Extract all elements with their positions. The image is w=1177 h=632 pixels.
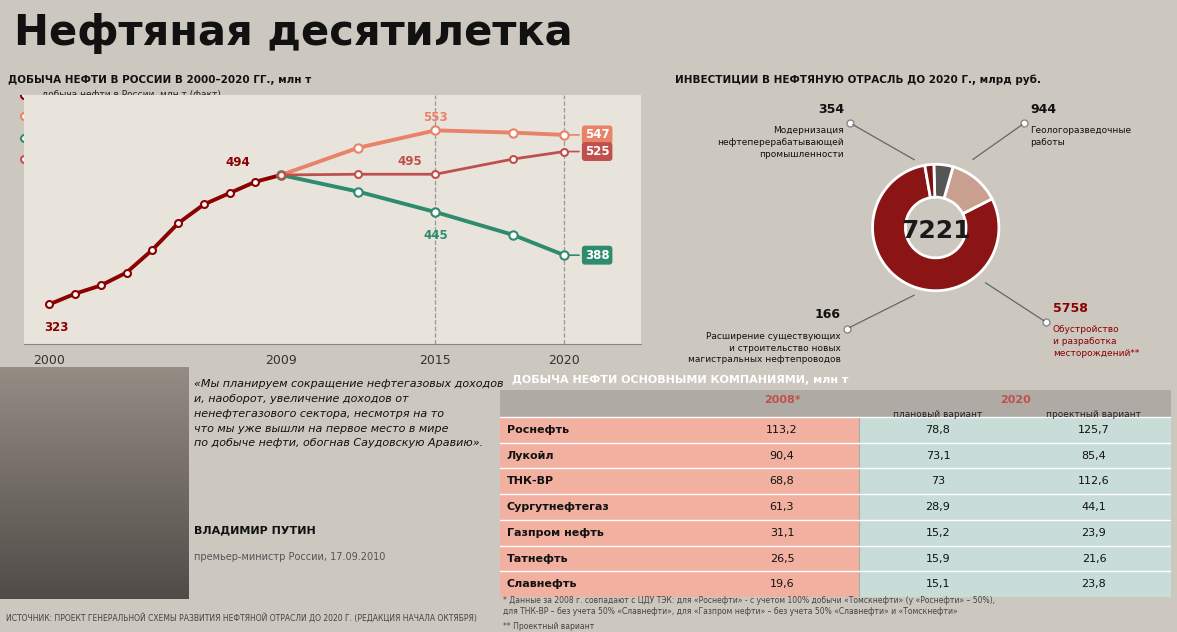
- Text: Славнефть: Славнефть: [507, 580, 578, 590]
- Text: Роснефть: Роснефть: [507, 425, 568, 435]
- Text: 73,1: 73,1: [925, 451, 950, 461]
- Text: 90,4: 90,4: [770, 451, 794, 461]
- Text: премьер-министр России, 17.09.2010: премьер-министр России, 17.09.2010: [194, 552, 386, 562]
- Text: 31,1: 31,1: [770, 528, 794, 538]
- Text: 494: 494: [225, 156, 251, 169]
- Text: 15,1: 15,1: [926, 580, 950, 590]
- Text: Геологоразведочные
работы: Геологоразведочные работы: [1031, 126, 1131, 147]
- Text: 19,6: 19,6: [770, 580, 794, 590]
- Text: ТНК-ВР: ТНК-ВР: [507, 477, 554, 486]
- Text: 445: 445: [423, 229, 448, 241]
- Text: прогноз по добыче (проектный вариант): прогноз по добыче (проектный вариант): [42, 112, 238, 121]
- Text: ДОБЫЧА НЕФТИ В РОССИИ В 2000–2020 ГГ., млн т: ДОБЫЧА НЕФТИ В РОССИИ В 2000–2020 ГГ., м…: [8, 75, 311, 85]
- Text: прогноз по добыче (плановый вариант): прогноз по добыче (плановый вариант): [42, 133, 232, 142]
- Bar: [500, 417, 859, 442]
- Text: 68,8: 68,8: [770, 477, 794, 486]
- Text: 61,3: 61,3: [770, 502, 794, 512]
- Bar: [500, 571, 859, 597]
- Bar: [500, 545, 859, 571]
- Text: ИСТОЧНИК: ПРОЕКТ ГЕНЕРАЛЬНОЙ СХЕМЫ РАЗВИТИЯ НЕФТЯНОЙ ОТРАСЛИ ДО 2020 Г. (РЕДАКЦИ: ИСТОЧНИК: ПРОЕКТ ГЕНЕРАЛЬНОЙ СХЕМЫ РАЗВИ…: [6, 613, 477, 623]
- Text: Модернизация
нефтеперерабатывающей
промышленности: Модернизация нефтеперерабатывающей промы…: [718, 126, 844, 159]
- Bar: [500, 442, 859, 468]
- Text: 2008*: 2008*: [764, 395, 800, 405]
- Text: 28,9: 28,9: [925, 502, 950, 512]
- Bar: [500, 494, 859, 520]
- Text: 525: 525: [567, 145, 610, 158]
- Bar: [859, 571, 1171, 597]
- Text: 44,1: 44,1: [1082, 502, 1106, 512]
- Text: 553: 553: [424, 111, 447, 125]
- Text: 26,5: 26,5: [770, 554, 794, 564]
- Text: прогноз по добыче (Энергостратегия РФ до 2030 г.): прогноз по добыче (Энергостратегия РФ до…: [42, 154, 293, 164]
- Text: Татнефть: Татнефть: [507, 554, 568, 564]
- Text: ДОБЫЧА НЕФТИ ОСНОВНЫМИ КОМПАНИЯМИ, млн т: ДОБЫЧА НЕФТИ ОСНОВНЫМИ КОМПАНИЯМИ, млн т: [512, 375, 849, 385]
- Text: 323: 323: [45, 321, 68, 334]
- Text: 166: 166: [814, 308, 840, 321]
- Text: ** Проектный вариант: ** Проектный вариант: [503, 623, 594, 631]
- Text: 7221: 7221: [900, 219, 971, 243]
- Text: Расширение существующих
и строительство новых
магистральных нефтепроводов: Расширение существующих и строительство …: [689, 332, 840, 365]
- Text: 547: 547: [567, 128, 610, 142]
- Text: Нефтяная десятилетка: Нефтяная десятилетка: [14, 12, 573, 54]
- Text: 73: 73: [931, 477, 945, 486]
- Text: 113,2: 113,2: [766, 425, 798, 435]
- Text: Лукойл: Лукойл: [507, 451, 554, 461]
- Bar: [859, 494, 1171, 520]
- Text: 23,8: 23,8: [1082, 580, 1106, 590]
- Text: проектный вариант: проектный вариант: [1046, 410, 1142, 418]
- Bar: [500, 520, 859, 545]
- Text: ВЛАДИМИР ПУТИН: ВЛАДИМИР ПУТИН: [194, 525, 315, 535]
- Text: 495: 495: [398, 155, 423, 168]
- Text: 5758: 5758: [1052, 301, 1088, 315]
- Text: плановый вариант: плановый вариант: [893, 410, 983, 418]
- Text: ИНВЕСТИЦИИ В НЕФТЯНУЮ ОТРАСЛЬ ДО 2020 Г., млрд руб.: ИНВЕСТИЦИИ В НЕФТЯНУЮ ОТРАСЛЬ ДО 2020 Г.…: [674, 75, 1040, 85]
- Bar: [859, 468, 1171, 494]
- Text: 15,9: 15,9: [925, 554, 950, 564]
- Wedge shape: [872, 166, 999, 291]
- Bar: [500, 390, 1171, 417]
- Text: 125,7: 125,7: [1078, 425, 1110, 435]
- Text: Обустройство
и разработка
месторождений**: Обустройство и разработка месторождений*…: [1052, 325, 1139, 358]
- Text: * Данные за 2008 г. совпадают с ЦДУ ТЭК: для «Роснефти» - с учетом 100% добычи «: * Данные за 2008 г. совпадают с ЦДУ ТЭК:…: [503, 596, 995, 616]
- Text: Сургутнефтегаз: Сургутнефтегаз: [507, 502, 610, 512]
- Text: 2020: 2020: [999, 395, 1031, 405]
- Text: 354: 354: [818, 102, 844, 116]
- Text: добыча нефти в России, млн т (факт): добыча нефти в России, млн т (факт): [42, 90, 221, 99]
- Text: «Мы планируем сокращение нефтегазовых доходов
и, наоборот, увеличение доходов от: «Мы планируем сокращение нефтегазовых до…: [194, 379, 504, 448]
- Text: 112,6: 112,6: [1078, 477, 1110, 486]
- Wedge shape: [933, 164, 953, 198]
- Text: 78,8: 78,8: [925, 425, 950, 435]
- Bar: [500, 468, 859, 494]
- Bar: [859, 442, 1171, 468]
- Text: 944: 944: [1031, 102, 1057, 116]
- Text: 15,2: 15,2: [925, 528, 950, 538]
- Text: 23,9: 23,9: [1082, 528, 1106, 538]
- Wedge shape: [925, 164, 935, 198]
- Text: 85,4: 85,4: [1082, 451, 1106, 461]
- Bar: [859, 417, 1171, 442]
- Text: 21,6: 21,6: [1082, 554, 1106, 564]
- Bar: [859, 545, 1171, 571]
- Bar: [859, 520, 1171, 545]
- Text: Газпром нефть: Газпром нефть: [507, 528, 604, 538]
- Wedge shape: [944, 167, 992, 214]
- Text: 388: 388: [567, 248, 610, 262]
